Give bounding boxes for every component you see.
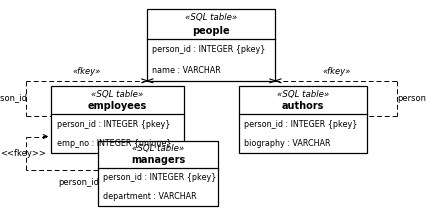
Text: person_id : INTEGER {pkey}: person_id : INTEGER {pkey} [244,119,357,129]
Text: employees: employees [88,101,147,112]
Text: people: people [192,26,230,36]
Text: «fkey»: «fkey» [321,67,350,76]
Text: managers: managers [130,155,185,165]
Bar [239,86,366,153]
Text: person_id: person_id [0,94,27,103]
Text: «fkey»: «fkey» [72,67,101,76]
Bar [147,9,275,81]
Text: biography : VARCHAR: biography : VARCHAR [244,139,330,148]
Text: person_id : INTEGER {pkey}: person_id : INTEGER {pkey} [103,173,216,182]
Text: authors: authors [281,101,324,112]
Text: person_id: person_id [58,178,99,187]
Text: person_id : INTEGER {pkey}: person_id : INTEGER {pkey} [152,45,265,54]
Text: «SQL table»: «SQL table» [132,144,184,153]
Bar [98,141,217,206]
Text: person_id: person_id [396,94,426,103]
Text: name : VARCHAR: name : VARCHAR [152,66,221,75]
Text: <<fkey>>: <<fkey>> [0,149,46,158]
Text: person_id : INTEGER {pkey}: person_id : INTEGER {pkey} [56,119,170,129]
Text: emp_no : INTEGER {unique}: emp_no : INTEGER {unique} [56,139,171,148]
Text: department : VARCHAR: department : VARCHAR [103,192,196,201]
Text: «SQL table»: «SQL table» [91,89,143,98]
Text: «SQL table»: «SQL table» [185,13,237,22]
Bar [51,86,183,153]
Text: «SQL table»: «SQL table» [276,89,328,98]
